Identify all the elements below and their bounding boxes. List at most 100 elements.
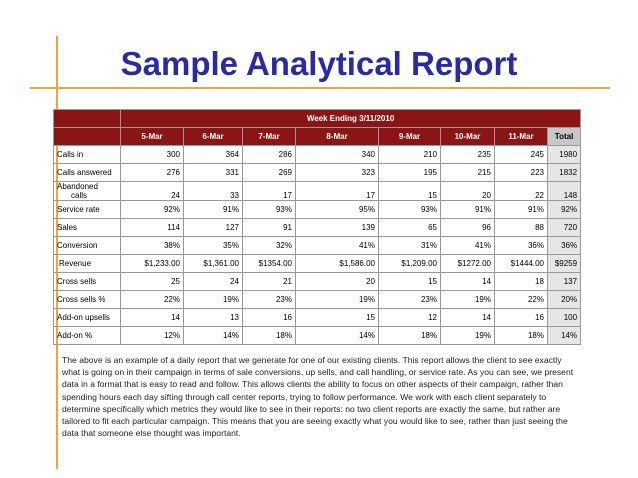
data-cell: 95% <box>295 200 379 219</box>
data-cell: 91 <box>242 218 296 237</box>
data-cell: 33 <box>183 181 243 201</box>
data-cell: 215 <box>440 163 495 182</box>
total-cell: 148 <box>546 181 582 201</box>
data-cell: 340 <box>295 145 379 164</box>
data-cell: 19% <box>183 290 243 309</box>
table-row: Add-on % 12% 14% 18% 14% 18% 19% 18% 14% <box>53 326 582 345</box>
data-cell: 15 <box>378 272 441 291</box>
data-cell: 22 <box>494 181 548 201</box>
row-label-text: Add-on upsells <box>57 313 110 322</box>
row-label: Add-on % <box>53 326 121 345</box>
data-cell: $1,233.00 <box>120 254 184 273</box>
data-cell: 25 <box>120 272 184 291</box>
data-cell: 19% <box>440 326 495 345</box>
week-label: Week Ending 3/11/2010 <box>119 109 582 128</box>
data-cell: 276 <box>120 163 184 182</box>
data-cell: 38% <box>120 236 184 255</box>
data-cell: 331 <box>183 163 243 182</box>
row-label-text: Abandoned <box>57 182 98 192</box>
table-row: Sales 114 127 91 139 65 96 88 720 <box>53 218 582 237</box>
table-row: Add-on upsells 14 13 16 15 12 14 16 100 <box>53 308 582 327</box>
data-cell: 93% <box>242 200 296 219</box>
data-cell: 22% <box>120 290 184 309</box>
column-header-total: Total <box>546 127 582 146</box>
total-cell: 1980 <box>546 145 582 164</box>
data-cell: 16 <box>242 308 296 327</box>
row-label: Sales <box>53 218 121 237</box>
data-cell: $1,209.00 <box>378 254 441 273</box>
total-cell: 36% <box>546 236 582 255</box>
data-cell: 23% <box>378 290 441 309</box>
column-header-date: 9-Mar <box>378 127 441 146</box>
data-cell: 17 <box>242 181 296 201</box>
data-cell: 93% <box>378 200 441 219</box>
total-cell: 20% <box>546 290 582 309</box>
table-row: Calls in 300 364 286 340 210 235 245 1980 <box>53 145 582 164</box>
row-label: Abandoned calls <box>53 181 121 201</box>
total-cell: 100 <box>546 308 582 327</box>
data-cell: 18% <box>378 326 441 345</box>
row-label-text: Cross sells <box>57 277 97 286</box>
table-row: Cross sells 25 24 21 20 15 14 18 137 <box>53 272 582 291</box>
data-cell: 21 <box>242 272 296 291</box>
title-underline <box>30 87 610 89</box>
data-cell: 300 <box>120 145 184 164</box>
date-header-row: 5-Mar 6-Mar 7-Mar 8-Mar 9-Mar 10-Mar 11-Mar Tot… <box>53 127 582 146</box>
table-row: Cross sells % 22% 19% 23% 19% 23% 19% 22% 20% <box>53 290 582 309</box>
data-cell: 15 <box>295 308 379 327</box>
column-header-date: 10-Mar <box>440 127 495 146</box>
row-label-text: Service rate <box>57 205 100 214</box>
data-cell: 235 <box>440 145 495 164</box>
data-cell: 210 <box>378 145 441 164</box>
data-cell: 31% <box>378 236 441 255</box>
data-cell: 14% <box>295 326 379 345</box>
table-row: Abandoned calls 24 33 17 17 15 20 22 148 <box>53 181 582 201</box>
row-label-text: Add-on % <box>57 331 93 340</box>
data-cell: 91% <box>440 200 495 219</box>
data-cell: 15 <box>378 181 441 201</box>
data-cell: 91% <box>494 200 548 219</box>
data-cell: 41% <box>440 236 495 255</box>
data-cell: 14 <box>440 272 495 291</box>
data-cell: 91% <box>183 200 243 219</box>
data-cell: 18% <box>242 326 296 345</box>
data-cell: 195 <box>378 163 441 182</box>
row-label: Add-on upsells <box>53 308 121 327</box>
data-cell: 92% <box>120 200 184 219</box>
total-cell: 720 <box>546 218 582 237</box>
total-cell: 92% <box>546 200 582 219</box>
data-cell: 12 <box>378 308 441 327</box>
row-label-text: Cross sells % <box>57 295 106 304</box>
total-cell: 137 <box>546 272 582 291</box>
data-cell: 19% <box>295 290 379 309</box>
row-label-text: Sales <box>57 223 78 232</box>
data-cell: 17 <box>295 181 379 201</box>
row-label: Conversion <box>53 236 121 255</box>
data-cell: 23% <box>242 290 296 309</box>
data-cell: $1272.00 <box>440 254 495 273</box>
data-cell: $1,586.00 <box>295 254 379 273</box>
row-label-text: Conversion <box>57 241 98 250</box>
table-row: Service rate 92% 91% 93% 95% 93% 91% 91% 92% <box>53 200 582 219</box>
column-header-date: 5-Mar <box>120 127 184 146</box>
table-row: Conversion 38% 35% 32% 41% 31% 41% 36% 36% <box>53 236 582 255</box>
row-label: Service rate <box>53 200 121 219</box>
total-cell: $9259 <box>546 254 582 273</box>
data-cell: 88 <box>494 218 548 237</box>
row-label: Cross sells % <box>53 290 121 309</box>
data-cell: 36% <box>494 236 548 255</box>
data-cell: 18% <box>494 326 548 345</box>
data-cell: 96 <box>440 218 495 237</box>
total-cell: 1832 <box>546 163 582 182</box>
data-cell: 127 <box>183 218 243 237</box>
data-cell: 269 <box>242 163 296 182</box>
page-title: Sample Analytical Report <box>120 45 518 82</box>
data-cell: 14 <box>120 308 184 327</box>
row-label-text: Calls in <box>57 150 84 159</box>
data-cell: 22% <box>494 290 548 309</box>
data-cell: $1354.00 <box>242 254 296 273</box>
row-label-text: Revenue <box>59 259 92 268</box>
data-cell: 20 <box>295 272 379 291</box>
row-label: Revenue <box>53 254 121 273</box>
row-label: Calls in <box>53 145 121 164</box>
